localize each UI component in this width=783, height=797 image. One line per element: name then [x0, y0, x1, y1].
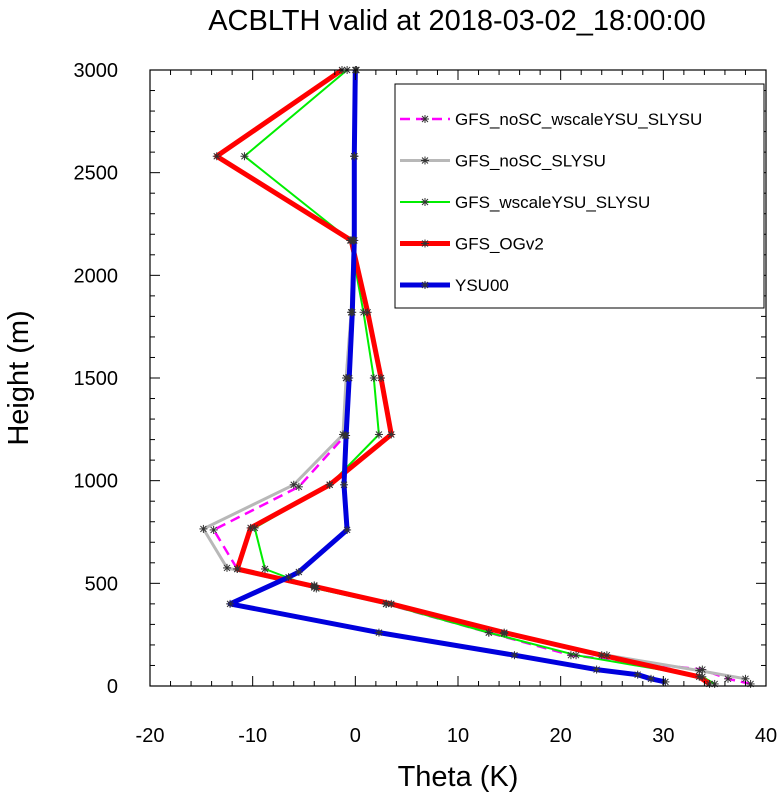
data-point	[374, 430, 383, 439]
data-point	[212, 152, 221, 161]
data-point	[421, 281, 429, 289]
x-tick-label: 0	[350, 725, 361, 747]
data-point	[310, 582, 319, 591]
x-tick-label: 20	[550, 725, 572, 747]
data-point	[633, 670, 642, 679]
axis-ticks: -20 -10 0 10 20 30 40 0 500 1000 1500 2000 2500 3000	[74, 60, 778, 747]
y-tick-label: 1500	[74, 368, 119, 390]
data-point	[387, 599, 396, 608]
data-point	[421, 115, 429, 123]
data-point	[342, 431, 351, 440]
data-point	[226, 599, 235, 608]
data-point	[572, 651, 581, 660]
data-point	[294, 568, 303, 577]
data-point	[741, 674, 750, 683]
x-tick-label: 40	[755, 725, 777, 747]
data-point	[592, 665, 601, 674]
data-point	[377, 374, 385, 382]
legend-label: GFS_wscaleYSU_SLYSU	[455, 193, 650, 212]
data-point	[233, 564, 242, 573]
data-point	[240, 152, 249, 161]
y-tick-label: 0	[107, 676, 118, 698]
data-point	[421, 198, 429, 206]
data-point	[289, 480, 298, 489]
data-point	[340, 480, 349, 489]
data-point	[325, 480, 334, 489]
data-point	[350, 152, 359, 161]
x-tick-label: -10	[238, 725, 267, 747]
y-tick-label: 500	[85, 573, 118, 595]
data-point	[199, 524, 208, 533]
series-markers	[199, 66, 755, 688]
legend-box	[394, 83, 765, 309]
legend-label: GFS_OGv2	[455, 235, 544, 254]
data-point	[246, 523, 255, 532]
data-point	[350, 236, 359, 245]
data-point	[705, 679, 714, 688]
y-axis-label: Height (m)	[3, 310, 35, 445]
data-point	[500, 628, 509, 637]
y-tick-label: 2500	[74, 163, 119, 185]
data-point	[260, 564, 269, 573]
data-point	[421, 156, 429, 165]
legend-label: GFS_noSC_SLYSU	[455, 152, 606, 171]
legend: GFS_noSC_wscaleYSU_SLYSU GFS_noSC_SLYSU GF…	[394, 83, 765, 309]
data-point	[661, 677, 670, 686]
data-point	[724, 674, 733, 683]
data-point	[387, 430, 396, 439]
data-point	[369, 374, 378, 382]
data-point	[284, 573, 293, 582]
x-tick-label: -20	[136, 725, 165, 747]
data-point	[343, 525, 352, 534]
x-tick-label: 10	[447, 725, 469, 747]
data-point	[647, 674, 656, 683]
chart-title: ACBLTH valid at 2018-03-02_18:00:00	[208, 5, 706, 37]
data-point	[209, 525, 218, 534]
data-point	[421, 239, 429, 248]
data-point	[348, 308, 357, 317]
data-point	[695, 672, 704, 681]
data-point	[363, 308, 372, 317]
y-tick-label: 3000	[74, 60, 119, 82]
x-axis-label: Theta (K)	[398, 761, 519, 793]
data-point	[374, 628, 383, 637]
legend-label: YSU00	[455, 276, 509, 295]
data-point	[597, 651, 606, 660]
legend-label: GFS_noSC_wscaleYSU_SLYSU	[455, 110, 702, 129]
data-point	[345, 374, 354, 382]
y-tick-label: 2000	[74, 265, 119, 287]
data-point	[484, 628, 493, 637]
y-tick-label: 1000	[74, 471, 119, 493]
data-point	[510, 651, 519, 660]
data-point	[223, 563, 231, 572]
plot-area: -20 -10 0 10 20 30 40 0 500 1000 1500 2000 2500 3000	[74, 60, 778, 747]
x-tick-label: 30	[652, 725, 674, 747]
